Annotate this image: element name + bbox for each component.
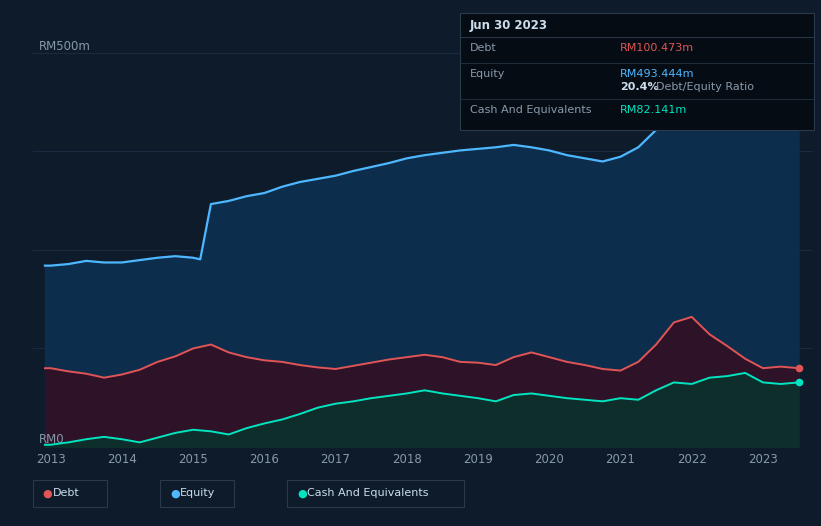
Text: Debt/Equity Ratio: Debt/Equity Ratio bbox=[656, 82, 754, 93]
Text: RM500m: RM500m bbox=[39, 39, 90, 53]
Text: RM82.141m: RM82.141m bbox=[620, 105, 687, 116]
Text: RM0: RM0 bbox=[39, 432, 64, 446]
Text: ●: ● bbox=[297, 488, 307, 499]
Text: ●: ● bbox=[43, 488, 53, 499]
Text: Debt: Debt bbox=[470, 43, 497, 54]
Text: ●: ● bbox=[170, 488, 180, 499]
Text: 20.4%: 20.4% bbox=[620, 82, 658, 93]
Text: RM493.444m: RM493.444m bbox=[620, 68, 695, 79]
Text: Equity: Equity bbox=[180, 488, 215, 499]
Text: Cash And Equivalents: Cash And Equivalents bbox=[307, 488, 429, 499]
Text: Debt: Debt bbox=[53, 488, 80, 499]
Text: Cash And Equivalents: Cash And Equivalents bbox=[470, 105, 591, 116]
Text: RM100.473m: RM100.473m bbox=[620, 43, 694, 54]
Text: Jun 30 2023: Jun 30 2023 bbox=[470, 19, 548, 33]
Text: Equity: Equity bbox=[470, 68, 505, 79]
